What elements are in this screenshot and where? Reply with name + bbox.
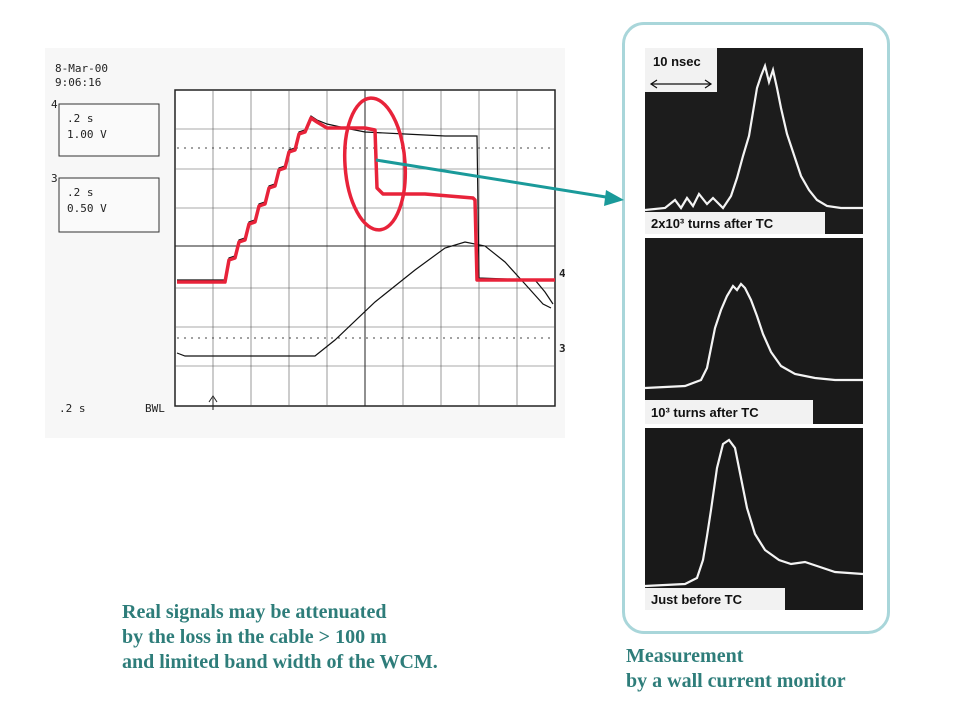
footer-bwl: BWL [145, 402, 165, 415]
channel4-label: 4 [51, 98, 58, 111]
trace3-marker: 3 [559, 342, 565, 355]
scope-date: 8-Mar-00 [55, 62, 108, 75]
scope-time: 9:06:16 [55, 76, 101, 89]
oscilloscope-screenshot: 8-Mar-00 9:06:16 4 .2 s 1.00 V 3 .2 s 0.… [45, 48, 566, 438]
trace4-marker: 4 [559, 267, 565, 280]
channel3-settings: 3 .2 s 0.50 V [51, 172, 160, 233]
left-caption-line-3: and limited band width of the WCM. [122, 651, 438, 673]
scope-trace-3 [176, 241, 552, 357]
channel3-scale: 0.50 V [67, 202, 107, 215]
wcm-panel-3-label: Just before TC [651, 592, 743, 607]
time-scale-label: 10 nsec [653, 54, 701, 69]
wcm-pulse-3 [645, 438, 863, 588]
channel4-scale: 1.00 V [67, 128, 107, 141]
left-caption-line-1: Real signals may be attenuated [122, 601, 387, 623]
wcm-pulse-2 [645, 282, 863, 390]
left-caption-line-2: by the loss in the cable > 100 m [122, 626, 387, 648]
channel3-timebase: .2 s [67, 186, 94, 199]
wcm-panel-1-label: 2x10³ turns after TC [651, 216, 774, 231]
wcm-panel-3: Just before TC [645, 428, 863, 610]
wcm-panel-2: 10³ turns after TC [645, 238, 863, 424]
trigger-arrow-icon [208, 395, 218, 410]
left-caption: Real signals may be attenuated by the lo… [122, 600, 438, 675]
right-caption-line-2: by a wall current monitor [626, 670, 846, 692]
channel3-label: 3 [51, 172, 58, 185]
channel4-settings: 4 .2 s 1.00 V [51, 98, 160, 157]
wcm-panel-1: 10 nsec 2x10³ turns after TC [645, 48, 863, 234]
right-caption: Measurement by a wall current monitor [626, 644, 846, 694]
time-scale-arrow-icon [649, 79, 713, 89]
wcm-panel-2-label: 10³ turns after TC [651, 405, 759, 420]
scope-grid [174, 89, 556, 407]
wcm-pulse-1 [645, 62, 863, 212]
right-caption-line-1: Measurement [626, 645, 744, 667]
footer-timebase: .2 s [59, 402, 86, 415]
channel4-timebase: .2 s [67, 112, 94, 125]
wcm-panels: 10 nsec 2x10³ turns after TC 10³ turns a… [645, 48, 863, 610]
